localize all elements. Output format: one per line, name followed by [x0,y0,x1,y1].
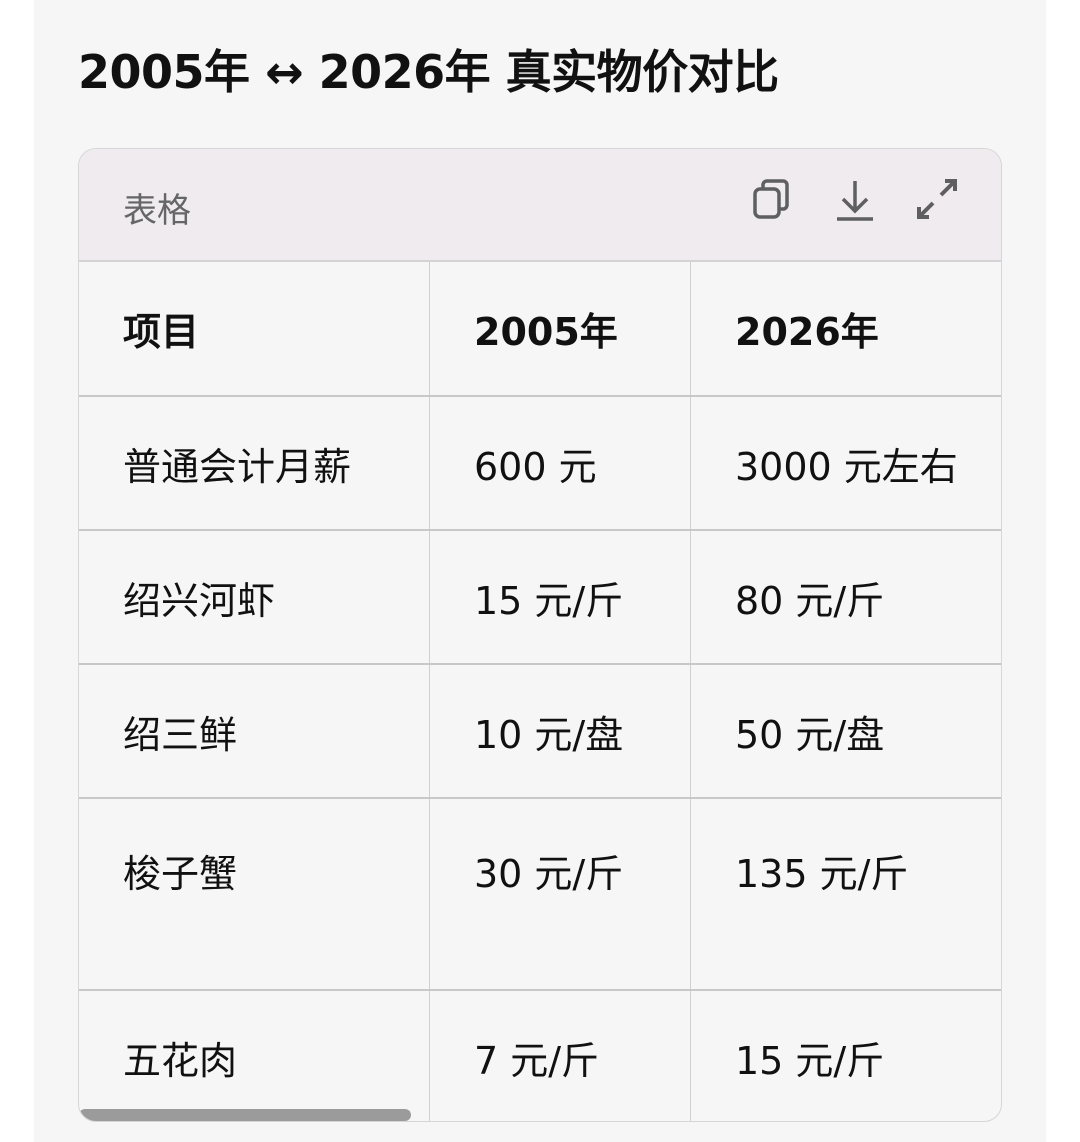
price-table: 项目 2005年 2026年 普通会计月薪 600 元 3000 元左右 绍兴河… [79,262,1001,1121]
table-cell: 15 元/斤 [429,530,691,665]
table-label: 表格 [123,191,191,231]
header-cell: 2026年 [690,262,1001,397]
copy-icon[interactable] [751,177,795,221]
table-cell: 15 元/斤 [735,1039,885,1083]
expand-icon[interactable] [915,177,959,221]
table-cell: 135 元/斤 [690,798,1001,991]
table-cell: 50 元/盘 [690,664,1001,799]
table-cell: 3000 元左右 [690,396,1001,531]
table-card: 表格 项目 2005年 2026年 普通会计月薪 600 元 3000 元左右 … [78,148,1002,1122]
table-cell: 五花肉 [79,990,430,1121]
download-icon[interactable] [833,177,877,221]
table-row: 普通会计月薪 600 元 3000 元左右 [79,396,1001,531]
page-title: 2005年 ↔ 2026年 真实物价对比 [78,45,779,99]
table-cell: 梭子蟹 [79,798,430,991]
table-cell: 600 元 [429,396,691,531]
table-row: 绍兴河虾 15 元/斤 80 元/斤 [79,530,1001,665]
table-row: 绍三鲜 10 元/盘 50 元/盘 [79,664,1001,799]
table-row: 梭子蟹 30 元/斤 135 元/斤 [79,798,1001,991]
table-cell: 10 元/盘 [429,664,691,799]
horizontal-scrollbar[interactable] [79,1109,411,1121]
table-row: 五花肉 7 元/斤 15 元/斤 [79,990,1001,1121]
header-cell: 2005年 [429,262,691,397]
table-cell: 绍兴河虾 [79,530,430,665]
table-cell: 7 元/斤 [429,990,691,1121]
table-cell: 绍三鲜 [79,664,430,799]
table-cell: 普通会计月薪 [79,396,430,531]
table-cell: 80 元/斤 [690,530,1001,665]
header-cell: 项目 [79,262,430,397]
table-header-row: 项目 2005年 2026年 [79,262,1001,397]
table-card-header: 表格 [79,149,1001,262]
table-cell: 30 元/斤 [429,798,691,991]
